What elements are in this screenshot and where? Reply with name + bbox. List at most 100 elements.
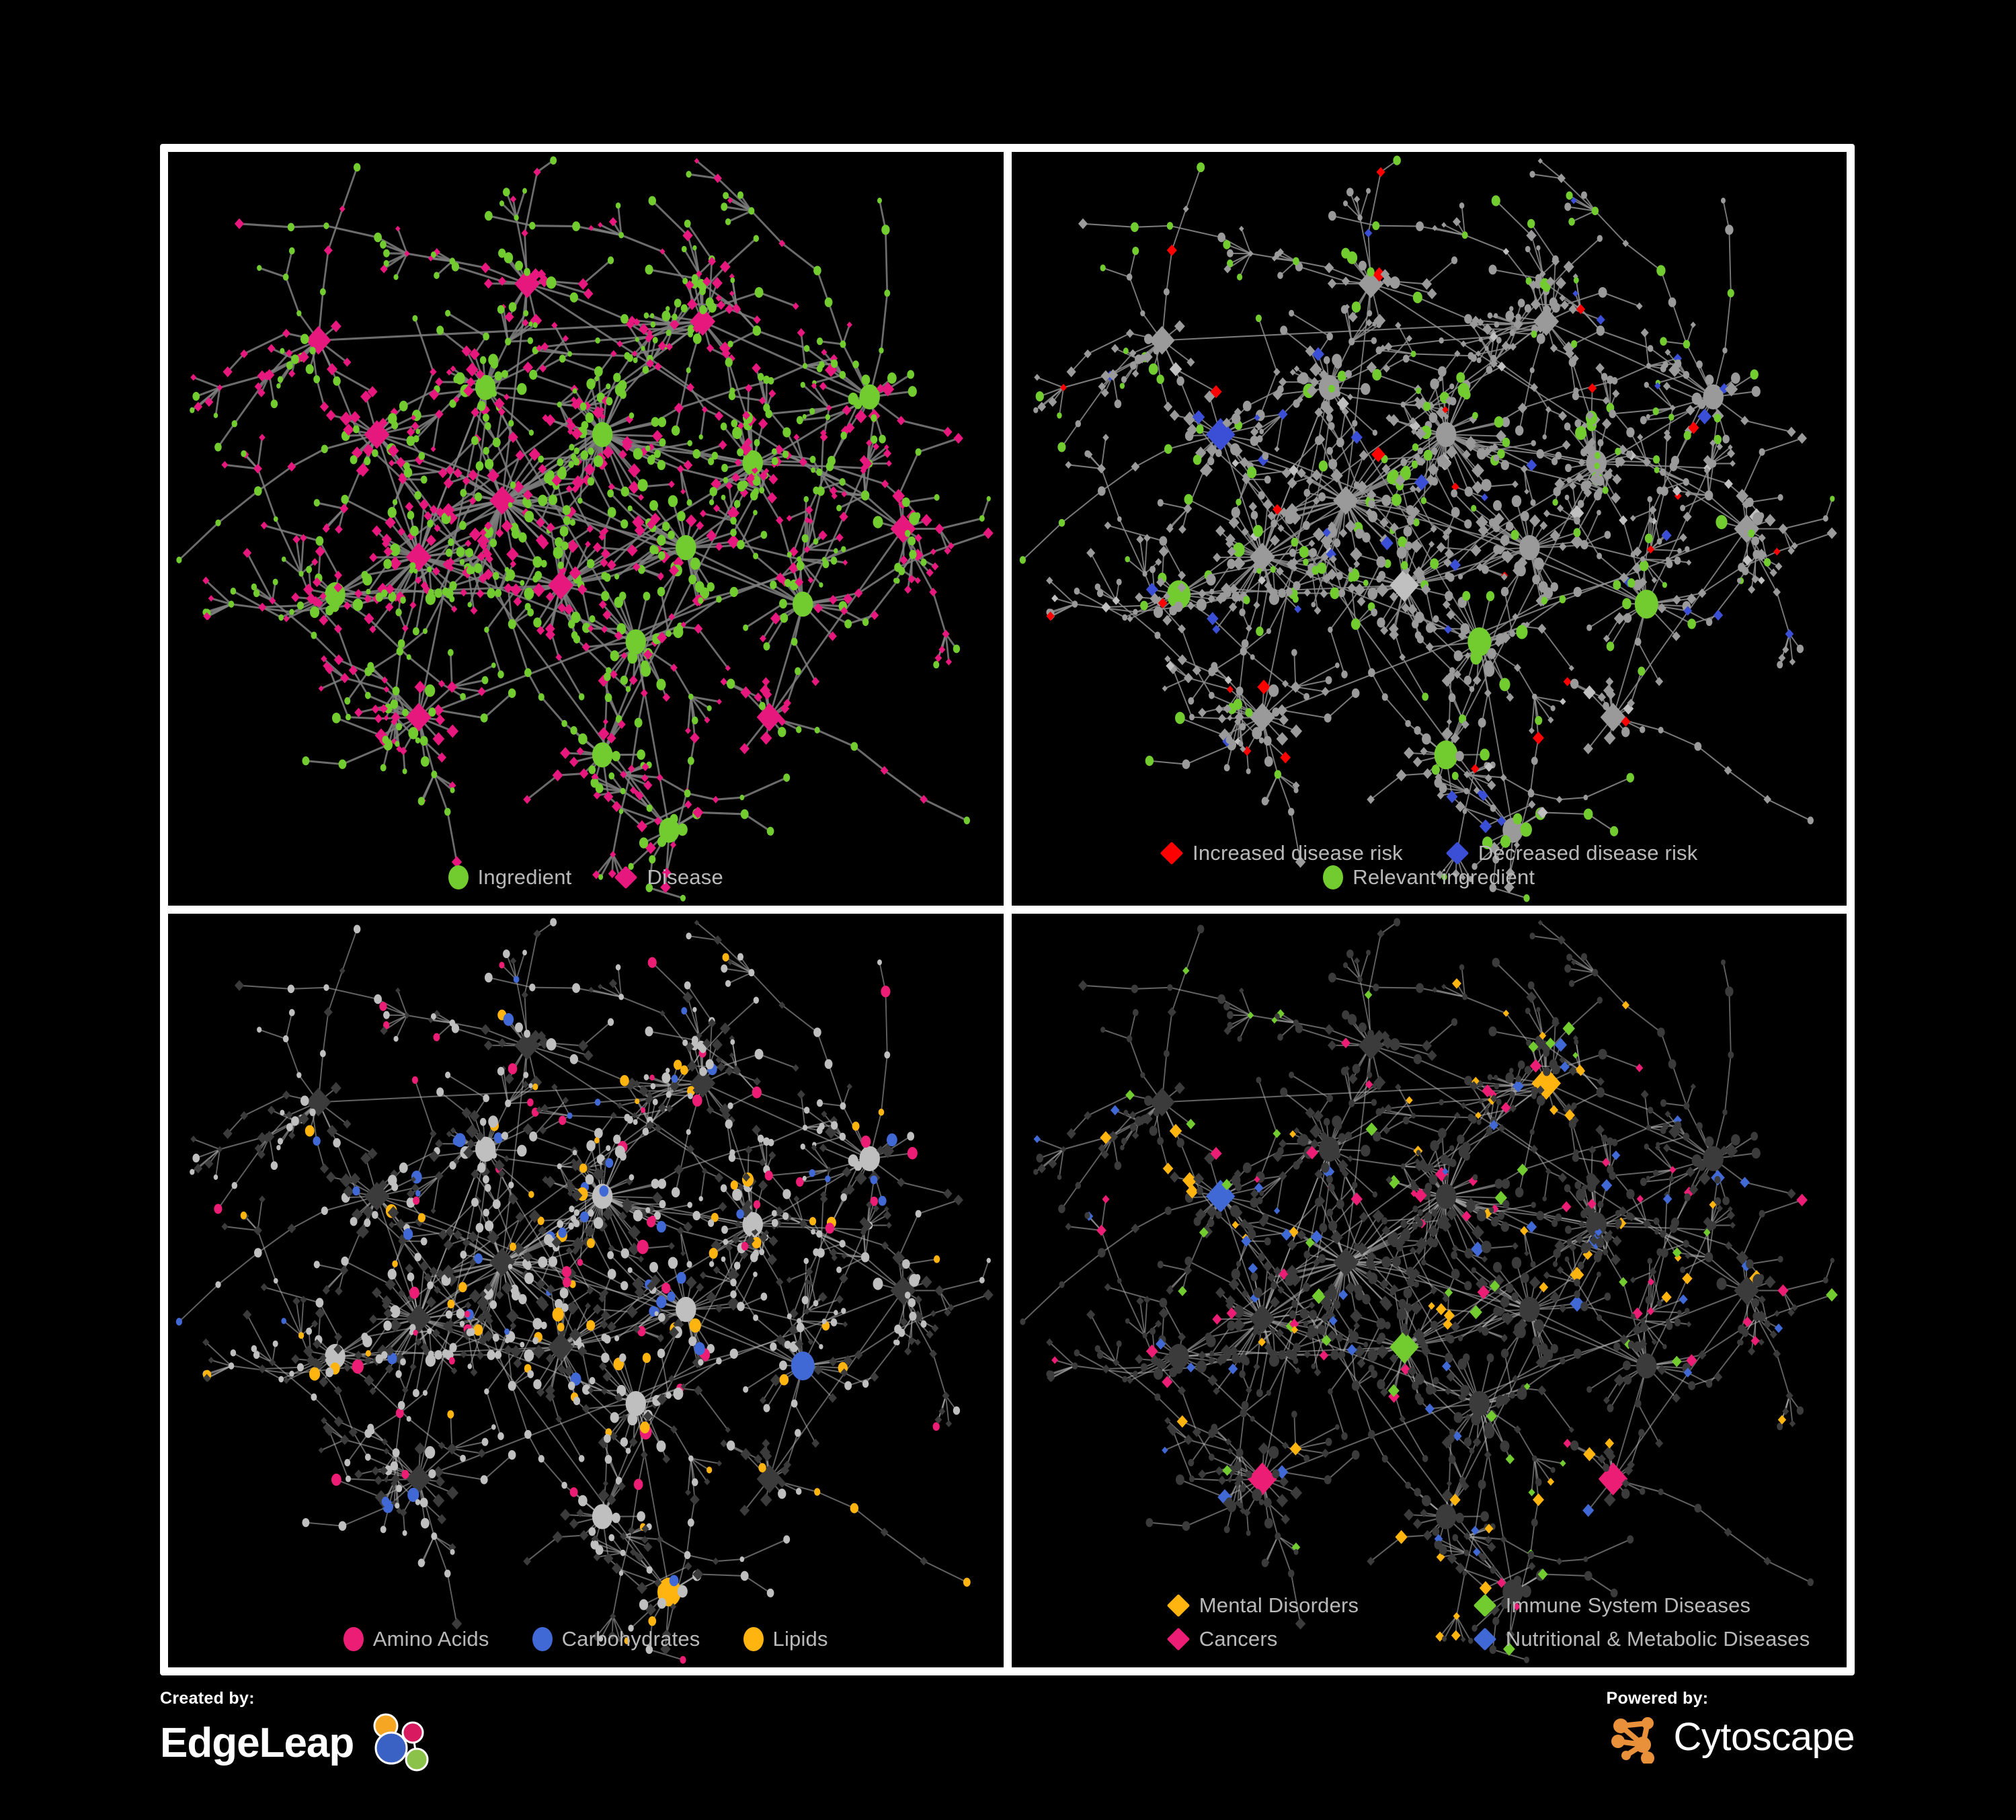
network-node-circle[interactable]: [920, 558, 927, 566]
network-node-circle[interactable]: [1314, 436, 1322, 445]
network-node-diamond[interactable]: [1258, 1442, 1269, 1456]
network-node-circle[interactable]: [688, 693, 694, 700]
network-node-diamond[interactable]: [446, 465, 454, 475]
network-node-circle[interactable]: [587, 477, 595, 486]
network-node-circle[interactable]: [1383, 559, 1391, 568]
network-node-circle[interactable]: [408, 727, 419, 740]
network-node-diamond[interactable]: [1130, 1223, 1139, 1234]
network-node-diamond[interactable]: [419, 1261, 430, 1272]
network-node-circle[interactable]: [1242, 596, 1250, 604]
network-node-diamond[interactable]: [892, 1251, 905, 1265]
network-node-circle[interactable]: [671, 425, 680, 436]
network-node-circle[interactable]: [1531, 693, 1537, 700]
network-node-circle[interactable]: [323, 222, 329, 229]
network-node-circle[interactable]: [390, 1461, 399, 1471]
network-node-diamond[interactable]: [1379, 1387, 1388, 1397]
network-node-diamond[interactable]: [389, 1221, 395, 1228]
network-node-circle[interactable]: [1687, 619, 1696, 629]
network-node-circle[interactable]: [1665, 557, 1670, 563]
network-node-diamond[interactable]: [1527, 1562, 1535, 1571]
network-node-circle[interactable]: [620, 519, 629, 529]
network-node-circle[interactable]: [1381, 1256, 1391, 1268]
network-node-circle[interactable]: [795, 1488, 802, 1495]
network-node-circle[interactable]: [508, 688, 516, 699]
network-node-circle[interactable]: [497, 305, 505, 314]
network-node-circle[interactable]: [860, 490, 870, 501]
network-node-circle[interactable]: [771, 457, 778, 465]
network-node-circle[interactable]: [1226, 249, 1234, 258]
network-node-circle[interactable]: [614, 1335, 620, 1341]
network-node-circle[interactable]: [1564, 1225, 1572, 1234]
network-node-circle[interactable]: [1319, 1222, 1327, 1233]
network-node-circle[interactable]: [1496, 448, 1505, 459]
network-node-circle[interactable]: [449, 581, 457, 591]
network-node-circle[interactable]: [460, 1251, 467, 1259]
network-node-circle[interactable]: [721, 1256, 726, 1262]
network-node-circle[interactable]: [649, 855, 656, 864]
network-node-circle[interactable]: [725, 980, 731, 987]
network-node-diamond[interactable]: [476, 589, 485, 598]
network-node-circle[interactable]: [802, 362, 808, 369]
network-node-circle[interactable]: [369, 666, 375, 673]
network-node-circle[interactable]: [1236, 1448, 1244, 1458]
network-node-diamond[interactable]: [1327, 1040, 1336, 1051]
network-node-diamond[interactable]: [1523, 488, 1529, 495]
network-node-circle[interactable]: [620, 1248, 629, 1259]
network-node-circle[interactable]: [1476, 448, 1486, 460]
network-node-circle[interactable]: [532, 1318, 542, 1330]
network-node-circle[interactable]: [1496, 1099, 1502, 1105]
network-node-circle[interactable]: [1595, 475, 1605, 486]
network-node-circle[interactable]: [508, 420, 514, 427]
network-node-diamond[interactable]: [333, 654, 344, 666]
network-node-circle[interactable]: [1231, 413, 1241, 424]
network-node-diamond[interactable]: [1409, 417, 1416, 425]
network-node-circle[interactable]: [1351, 688, 1359, 699]
panel-disease-risk-network[interactable]: Increased disease risk Decreased disease …: [1011, 152, 1847, 906]
network-node-diamond[interactable]: [288, 1131, 296, 1140]
network-node-circle[interactable]: [1505, 521, 1514, 532]
network-node-circle[interactable]: [251, 583, 257, 591]
network-node-diamond[interactable]: [1763, 795, 1771, 804]
network-node-circle[interactable]: [1019, 1318, 1025, 1325]
network-node-diamond[interactable]: [1589, 1235, 1599, 1246]
network-node-circle[interactable]: [859, 1146, 880, 1172]
network-node-circle[interactable]: [1630, 551, 1636, 558]
network-node-diamond[interactable]: [1086, 1310, 1095, 1320]
network-node-diamond[interactable]: [1169, 362, 1182, 377]
network-node-circle[interactable]: [725, 218, 731, 225]
network-node-diamond[interactable]: [1226, 1307, 1237, 1319]
network-node-circle[interactable]: [1358, 260, 1367, 271]
network-node-circle[interactable]: [1357, 214, 1363, 221]
network-node-diamond[interactable]: [1757, 533, 1766, 543]
network-node-diamond[interactable]: [1308, 1301, 1315, 1309]
network-node-circle[interactable]: [480, 713, 488, 723]
network-node-diamond[interactable]: [768, 1151, 776, 1160]
network-node-diamond[interactable]: [503, 1155, 510, 1162]
network-node-diamond[interactable]: [929, 1349, 937, 1359]
network-node-diamond[interactable]: [311, 558, 319, 566]
network-node-circle[interactable]: [1338, 1350, 1345, 1359]
network-node-diamond[interactable]: [1129, 349, 1136, 358]
network-node-circle[interactable]: [647, 957, 657, 968]
network-node-circle[interactable]: [1463, 519, 1471, 529]
network-node-circle[interactable]: [477, 401, 486, 411]
network-node-diamond[interactable]: [591, 773, 599, 782]
network-node-circle[interactable]: [392, 686, 400, 696]
network-node-circle[interactable]: [1591, 969, 1598, 977]
network-node-circle[interactable]: [1530, 440, 1536, 446]
network-node-circle[interactable]: [1668, 1059, 1676, 1069]
network-node-circle[interactable]: [544, 1234, 553, 1246]
network-node-diamond[interactable]: [1228, 1278, 1240, 1291]
network-node-diamond[interactable]: [469, 496, 477, 506]
network-node-circle[interactable]: [1463, 1437, 1471, 1447]
network-node-diamond[interactable]: [1192, 665, 1201, 676]
network-node-diamond[interactable]: [562, 1097, 569, 1104]
network-node-diamond[interactable]: [343, 1363, 352, 1372]
network-node-circle[interactable]: [1467, 627, 1491, 657]
network-node-circle[interactable]: [475, 461, 484, 471]
network-node-circle[interactable]: [1215, 1211, 1222, 1219]
network-node-diamond[interactable]: [1382, 364, 1390, 373]
network-node-diamond[interactable]: [1364, 990, 1372, 1000]
network-node-circle[interactable]: [1505, 1283, 1514, 1294]
network-node-diamond[interactable]: [1469, 1305, 1482, 1320]
